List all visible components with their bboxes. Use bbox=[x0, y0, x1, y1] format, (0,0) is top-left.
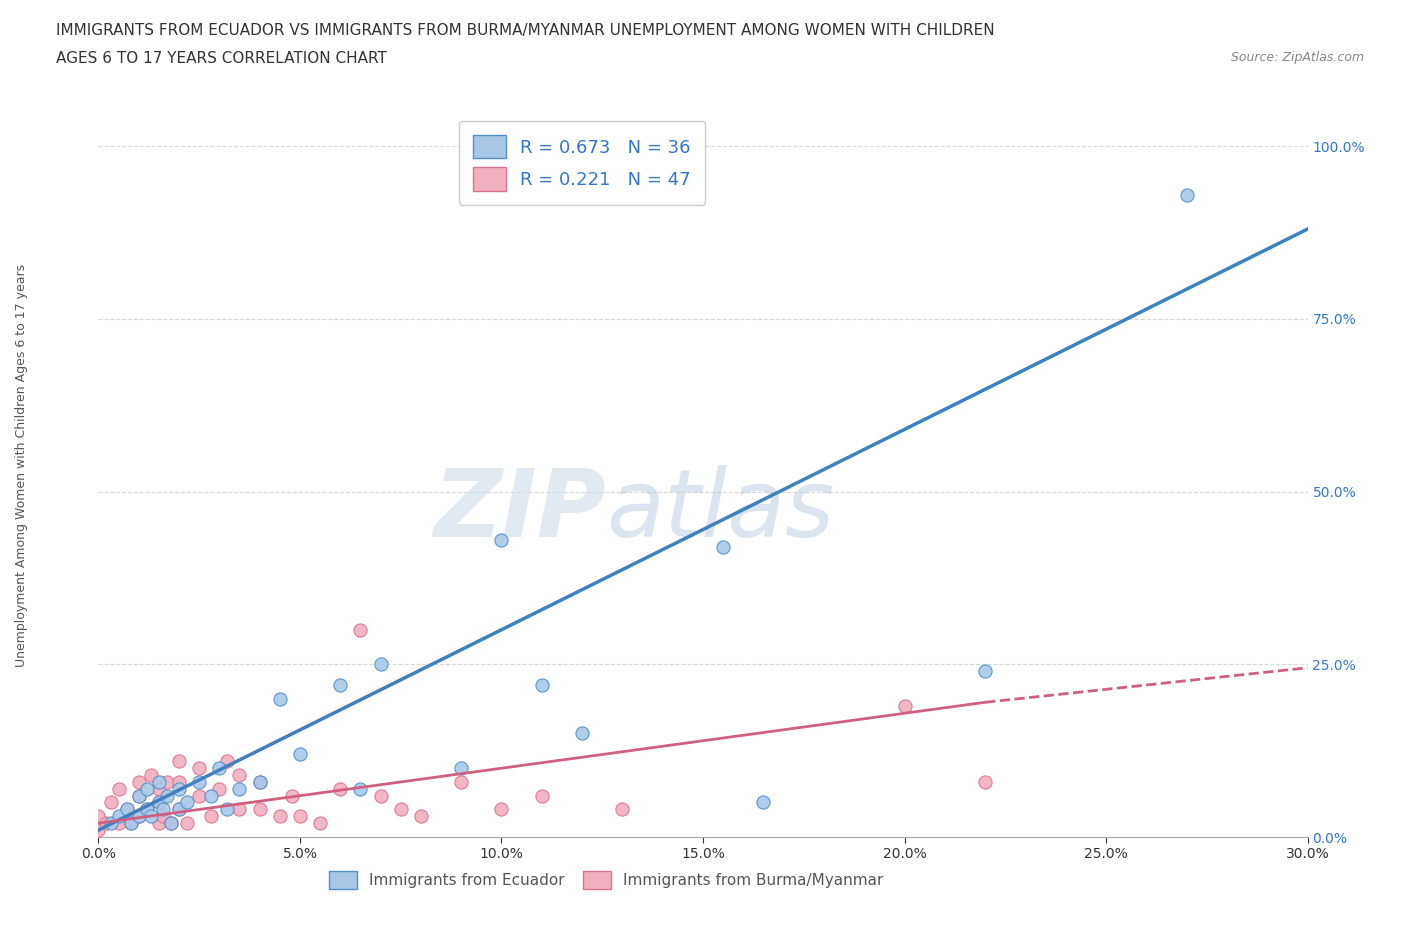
Point bbox=[329, 781, 352, 796]
Point bbox=[711, 539, 734, 554]
Point bbox=[228, 781, 250, 796]
Point bbox=[491, 533, 513, 548]
Point bbox=[228, 767, 250, 782]
Point bbox=[370, 657, 392, 671]
Text: atlas: atlas bbox=[606, 465, 835, 556]
Point bbox=[167, 775, 190, 790]
Point bbox=[450, 775, 472, 790]
Point bbox=[329, 678, 352, 693]
Point bbox=[309, 816, 332, 830]
Point bbox=[176, 816, 198, 830]
Point bbox=[167, 802, 190, 817]
Point bbox=[120, 816, 142, 830]
Point bbox=[167, 781, 190, 796]
Point bbox=[450, 761, 472, 776]
Point bbox=[249, 775, 271, 790]
Point bbox=[139, 767, 162, 782]
Point bbox=[148, 781, 170, 796]
Point bbox=[409, 809, 432, 824]
Point bbox=[115, 802, 138, 817]
Text: ZIP: ZIP bbox=[433, 465, 606, 556]
Point bbox=[571, 726, 593, 741]
Point bbox=[752, 795, 775, 810]
Point bbox=[228, 802, 250, 817]
Point bbox=[128, 788, 150, 803]
Point bbox=[217, 753, 239, 768]
Point bbox=[139, 809, 162, 824]
Point bbox=[974, 775, 997, 790]
Point bbox=[152, 802, 174, 817]
Text: IMMIGRANTS FROM ECUADOR VS IMMIGRANTS FROM BURMA/MYANMAR UNEMPLOYMENT AMONG WOME: IMMIGRANTS FROM ECUADOR VS IMMIGRANTS FR… bbox=[56, 23, 995, 38]
Point bbox=[530, 678, 553, 693]
Point bbox=[107, 809, 129, 824]
Point bbox=[288, 809, 311, 824]
Point bbox=[188, 775, 211, 790]
Point bbox=[128, 809, 150, 824]
Point bbox=[100, 816, 122, 830]
Point bbox=[167, 753, 190, 768]
Point bbox=[100, 795, 122, 810]
Point bbox=[249, 775, 271, 790]
Point bbox=[87, 823, 110, 838]
Point bbox=[107, 816, 129, 830]
Point bbox=[156, 775, 179, 790]
Point bbox=[148, 795, 170, 810]
Point bbox=[167, 802, 190, 817]
Point bbox=[148, 795, 170, 810]
Text: Source: ZipAtlas.com: Source: ZipAtlas.com bbox=[1230, 51, 1364, 64]
Point bbox=[200, 788, 222, 803]
Point bbox=[188, 761, 211, 776]
Point bbox=[249, 802, 271, 817]
Point bbox=[120, 816, 142, 830]
Point bbox=[288, 747, 311, 762]
Legend: Immigrants from Ecuador, Immigrants from Burma/Myanmar: Immigrants from Ecuador, Immigrants from… bbox=[323, 865, 889, 895]
Point bbox=[148, 775, 170, 790]
Point bbox=[128, 809, 150, 824]
Point bbox=[160, 816, 183, 830]
Point bbox=[160, 816, 183, 830]
Point bbox=[135, 802, 157, 817]
Point bbox=[107, 781, 129, 796]
Point bbox=[188, 788, 211, 803]
Point bbox=[1175, 187, 1198, 202]
Point bbox=[87, 809, 110, 824]
Text: Unemployment Among Women with Children Ages 6 to 17 years: Unemployment Among Women with Children A… bbox=[14, 263, 28, 667]
Point bbox=[974, 664, 997, 679]
Point bbox=[96, 816, 118, 830]
Point bbox=[200, 809, 222, 824]
Point bbox=[530, 788, 553, 803]
Point bbox=[389, 802, 412, 817]
Point bbox=[128, 788, 150, 803]
Point bbox=[269, 691, 291, 706]
Point bbox=[893, 698, 915, 713]
Point bbox=[612, 802, 634, 817]
Point bbox=[135, 781, 157, 796]
Point bbox=[491, 802, 513, 817]
Point bbox=[349, 781, 371, 796]
Point bbox=[349, 622, 371, 637]
Point bbox=[269, 809, 291, 824]
Point bbox=[148, 816, 170, 830]
Point bbox=[115, 802, 138, 817]
Point bbox=[217, 802, 239, 817]
Point bbox=[281, 788, 304, 803]
Point bbox=[208, 781, 231, 796]
Point bbox=[370, 788, 392, 803]
Point bbox=[128, 775, 150, 790]
Point bbox=[208, 761, 231, 776]
Point bbox=[176, 795, 198, 810]
Point bbox=[152, 809, 174, 824]
Point bbox=[156, 788, 179, 803]
Text: AGES 6 TO 17 YEARS CORRELATION CHART: AGES 6 TO 17 YEARS CORRELATION CHART bbox=[56, 51, 387, 66]
Point bbox=[135, 802, 157, 817]
